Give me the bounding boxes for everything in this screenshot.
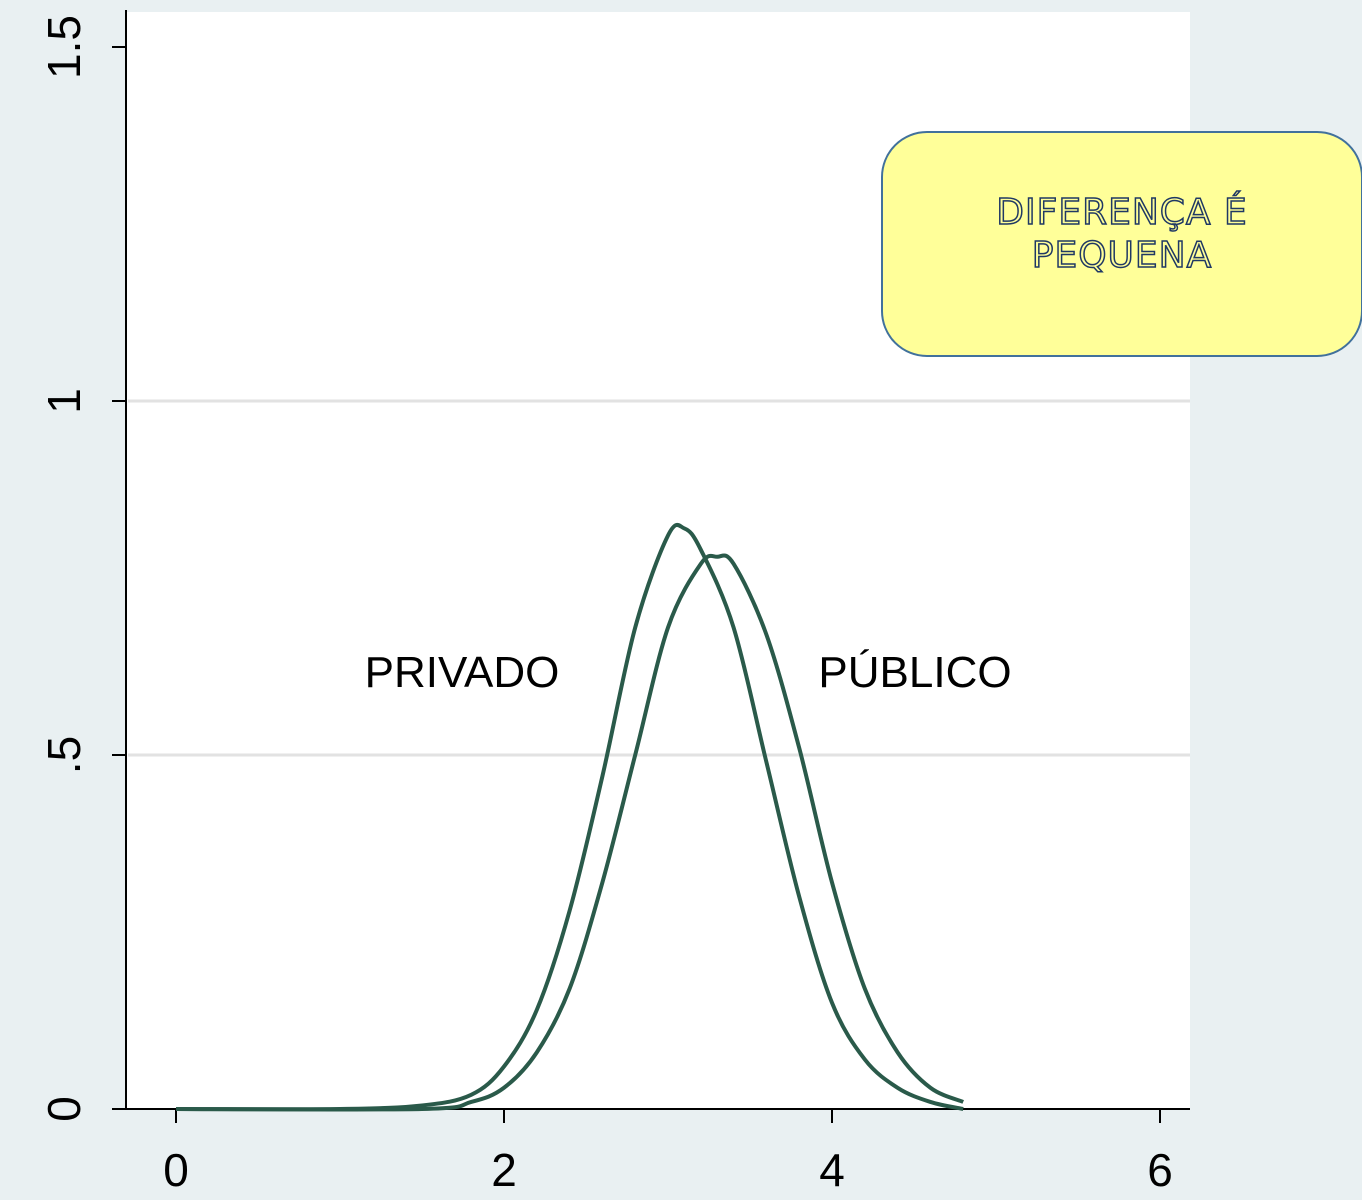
x-tick-label: 6 (1147, 1144, 1173, 1196)
callout-box: DIFERENÇA É PEQUENA (881, 131, 1362, 357)
x-tick-label: 0 (163, 1144, 189, 1196)
y-tick-label: 1.5 (38, 15, 90, 79)
series-line-privado (175, 522, 964, 1112)
callout-text: DIFERENÇA É PEQUENA (972, 191, 1272, 277)
y-tick-label: 1 (38, 388, 90, 414)
callout-line-2: PEQUENA (1031, 234, 1213, 277)
y-tick-label: .5 (38, 736, 90, 774)
callout-line-1: DIFERENÇA É (996, 191, 1248, 234)
series-lines (175, 522, 964, 1112)
y-tick-label: 0 (38, 1096, 90, 1122)
gridlines (128, 399, 1190, 757)
x-tick-label: 4 (819, 1144, 845, 1196)
privado-label: PRIVADO (365, 648, 560, 697)
series-line-publico (175, 553, 964, 1112)
publico-label: PÚBLICO (818, 648, 1011, 697)
tick-labels: 0 .5 1 1.5 0 2 4 6 (38, 15, 1173, 1196)
x-tick-label: 2 (491, 1144, 517, 1196)
